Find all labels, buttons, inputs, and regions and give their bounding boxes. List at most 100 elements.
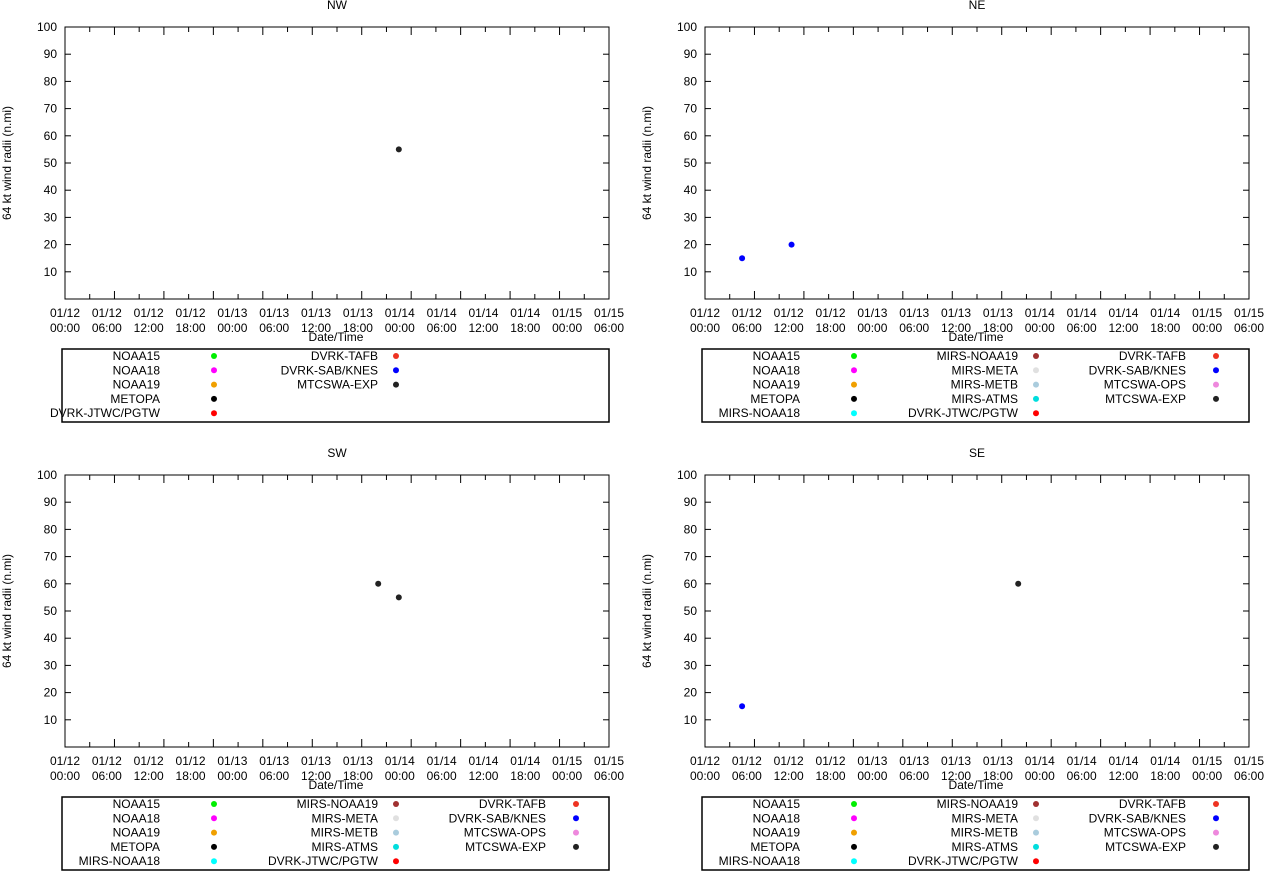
x-tick-label: 01/14 12:00 (468, 306, 498, 335)
legend-marker (393, 353, 399, 359)
legend-box (61, 796, 610, 871)
x-tick-label: 01/14 00:00 (1025, 754, 1055, 783)
legend-marker (1213, 801, 1219, 807)
x-tick-label: 01/12 12:00 (134, 306, 164, 335)
legend-marker (211, 858, 217, 865)
y-axis-label: 64 kt wind radii (n.mi) (0, 106, 14, 220)
legend-label: METOPA (110, 840, 160, 854)
x-tick-label: 01/12 06:00 (732, 306, 762, 335)
legend-marker (1033, 801, 1039, 807)
legend-label: MIRS-NOAA18 (719, 406, 801, 420)
legend-label: NOAA15 (113, 797, 161, 811)
legend-marker (851, 367, 857, 374)
legend-label: MIRS-META (952, 811, 1018, 825)
x-tick-label: 01/13 06:00 (259, 754, 289, 783)
legend-marker (1213, 815, 1219, 822)
x-tick-label: 01/13 18:00 (343, 306, 373, 335)
plot-frame (64, 26, 610, 300)
x-tick-label: 01/13 06:00 (259, 306, 289, 335)
x-tick-label: 01/13 06:00 (899, 306, 929, 335)
x-tick-label: 01/15 00:00 (552, 754, 582, 783)
legend-marker (851, 410, 857, 417)
legend-label: DVRK-TAFB (1119, 797, 1186, 811)
legend-label: MTCSWA-EXP (465, 840, 546, 854)
x-axis-label: Date/Time (949, 330, 1004, 344)
legend-label: MIRS-META (952, 363, 1018, 377)
legend-label: MTCSWA-OPS (464, 826, 546, 840)
y-tick-label: 30 (44, 658, 58, 672)
x-tick-label: 01/12 12:00 (774, 306, 804, 335)
legend-label: MIRS-METB (311, 826, 378, 840)
y-tick-label: 100 (677, 20, 697, 34)
x-tick-label: 01/15 06:00 (1234, 306, 1264, 335)
legend-label: MIRS-METB (951, 826, 1018, 840)
data-point (395, 594, 402, 601)
x-tick-label: 01/13 12:00 (301, 754, 331, 783)
x-tick-label: 01/14 06:00 (427, 754, 457, 783)
legend-label: NOAA15 (753, 797, 801, 811)
x-tick-label: 01/12 06:00 (732, 754, 762, 783)
legend-marker (573, 801, 579, 807)
x-tick-label: 01/12 06:00 (92, 754, 122, 783)
legend-label: MIRS-NOAA18 (719, 854, 801, 868)
legend-marker (1033, 395, 1039, 402)
legend-marker (393, 381, 399, 388)
legend-marker (1213, 381, 1219, 388)
panel-nw: NW 10 20 30 40 50 60 70 80 90 100 01/12 00:00 01/12 06… (0, 0, 624, 423)
legend-marker (211, 395, 217, 402)
legend-label: DVRK-SAB/KNES (1089, 811, 1186, 825)
legend-label: MIRS-NOAA19 (937, 349, 1019, 363)
x-tick-label: 01/13 00:00 (217, 306, 247, 335)
y-axis-label: 64 kt wind radii (n.mi) (0, 554, 14, 668)
y-tick-label: 40 (44, 183, 58, 197)
x-tick-label: 01/14 18:00 (510, 306, 540, 335)
x-tick-label: 01/14 12:00 (468, 754, 498, 783)
legend-label: NOAA18 (753, 811, 801, 825)
x-tick-label: 01/12 12:00 (774, 754, 804, 783)
y-tick-label: 80 (44, 522, 58, 536)
legend-marker (211, 843, 217, 850)
y-tick-label: 50 (684, 604, 698, 618)
x-tick-label: 01/14 06:00 (427, 306, 457, 335)
legend-label: METOPA (110, 392, 160, 406)
legend-label: MIRS-NOAA18 (79, 854, 161, 868)
y-tick-label: 50 (44, 156, 58, 170)
legend-marker (573, 815, 579, 822)
legend-label: MTCSWA-EXP (1105, 392, 1186, 406)
legend-marker (851, 858, 857, 865)
y-tick-label: 90 (684, 47, 698, 61)
x-tick-label: 01/14 00:00 (385, 306, 415, 335)
x-tick-label: 01/15 00:00 (552, 306, 582, 335)
x-tick-label: 01/14 06:00 (1067, 306, 1097, 335)
legend-marker (851, 381, 857, 388)
x-tick-label: 01/13 00:00 (217, 754, 247, 783)
x-tick-label: 01/12 18:00 (176, 754, 206, 783)
x-tick-label: 01/13 12:00 (301, 306, 331, 335)
y-tick-label: 20 (684, 686, 698, 700)
legend-marker (1033, 815, 1039, 822)
chart-title: NW (327, 0, 348, 12)
legend-label: NOAA18 (113, 811, 161, 825)
legend-marker (211, 410, 217, 417)
y-tick-label: 40 (684, 183, 698, 197)
x-tick-label: 01/14 00:00 (1025, 306, 1055, 335)
legend-label: MIRS-META (312, 811, 378, 825)
legend-label: MTCSWA-OPS (1104, 826, 1186, 840)
x-tick-label: 01/12 00:00 (50, 306, 80, 335)
y-tick-label: 60 (44, 577, 58, 591)
x-tick-label: 01/14 18:00 (1150, 306, 1180, 335)
legend-marker (211, 829, 217, 836)
x-tick-label: 01/14 12:00 (1108, 306, 1138, 335)
x-tick-label: 01/14 18:00 (510, 754, 540, 783)
legend-marker (1213, 353, 1219, 359)
legend-marker (211, 381, 217, 388)
legend-marker (211, 801, 217, 807)
legend-label: MIRS-ATMS (952, 840, 1018, 854)
y-tick-label: 100 (37, 20, 57, 34)
legend-marker (393, 815, 399, 822)
y-tick-label: 30 (684, 210, 698, 224)
x-tick-label: 01/15 06:00 (594, 306, 624, 335)
legend-label: DVRK-JTWC/PGTW (908, 406, 1019, 420)
legend-marker (393, 367, 399, 374)
